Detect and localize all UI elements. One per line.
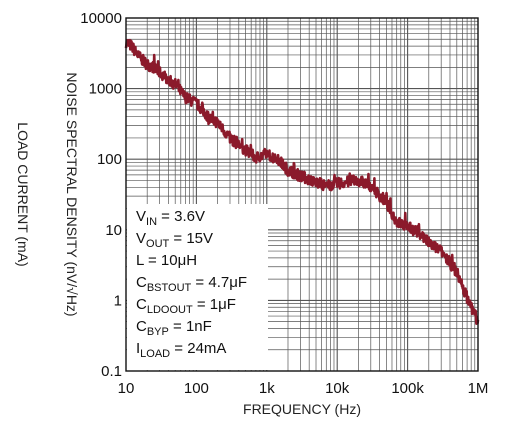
y-tick-label: 1000 xyxy=(89,81,122,98)
y-tick-label: 1 xyxy=(114,292,122,309)
y-tick-label: 10 xyxy=(105,222,122,239)
y-tick-label: 100 xyxy=(97,151,122,168)
y-tick-label: 10000 xyxy=(80,10,122,27)
condition-label: L = 10μH xyxy=(136,252,197,269)
x-tick-label: 1M xyxy=(468,380,489,397)
x-tick-label: 10 xyxy=(118,380,135,397)
x-tick-label: 1k xyxy=(259,380,275,397)
x-axis-title: FREQUENCY (Hz) xyxy=(243,401,361,417)
secondary-y-axis-title: LOAD CURRENT (mA) xyxy=(15,122,31,266)
x-tick-label: 10k xyxy=(325,380,350,397)
x-tick-label: 100k xyxy=(391,380,424,397)
y-axis-title: NOISE SPECTRAL DENSITY (nV/√Hz) xyxy=(64,72,80,316)
x-tick-label: 100 xyxy=(184,380,209,397)
x-tick-labels: 10 100 1k 10k 100k 1M xyxy=(118,380,489,397)
y-tick-label: 0.1 xyxy=(101,363,122,380)
y-tick-labels: 10000 1000 100 10 1 0.1 xyxy=(80,10,122,380)
